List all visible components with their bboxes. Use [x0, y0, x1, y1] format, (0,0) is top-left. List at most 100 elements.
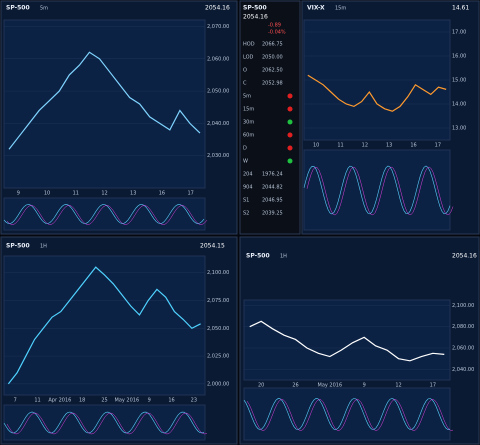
x-tick-label: 12: [362, 143, 368, 149]
price-line: [8, 51, 201, 150]
indicator-pane: [3, 197, 206, 231]
x-tick-label: 17: [187, 191, 193, 197]
y-tick-label: 2,030.00: [207, 153, 229, 159]
watch-label: S1: [243, 198, 249, 204]
watch-label: C: [243, 81, 247, 87]
status-dot: [287, 132, 293, 138]
x-tick-label: 16: [159, 191, 165, 197]
watch-value: 2044.82: [262, 185, 283, 191]
y-tick-label: 2,040.00: [207, 121, 229, 127]
x-tick-label: 18: [79, 398, 85, 404]
y-tick-label: 17.00: [452, 30, 466, 36]
y-tick-label: 2,070.00: [207, 24, 229, 30]
watch-label: O: [243, 68, 247, 74]
oscillator: [306, 166, 454, 216]
plot-area: [3, 19, 206, 189]
oscillator: [3, 204, 205, 224]
interval[interactable]: 1H: [280, 254, 287, 260]
y-tick-label: 2,050.00: [207, 89, 229, 95]
status-dot: [287, 119, 293, 125]
watch-label: 904: [243, 185, 253, 191]
y-tick-label: 16.00: [452, 54, 466, 60]
symbol[interactable]: SP-500: [246, 253, 270, 260]
watch-label: S2: [243, 211, 249, 217]
y-tick-label: 2,000.00: [207, 381, 229, 387]
x-tick-label: 11: [337, 143, 343, 149]
watch-value: 1976.24: [262, 172, 283, 178]
watch-value: 2066.75: [262, 42, 283, 48]
x-tick-label: 9: [17, 191, 20, 197]
indicator-pane: [243, 387, 451, 441]
y-tick-label: 2,100.00: [207, 270, 229, 276]
oscillator: [246, 399, 454, 431]
y-tick-label: 14.00: [452, 102, 466, 108]
oscillator: [243, 398, 451, 430]
last-price: 14.61: [452, 5, 469, 12]
price-line: [7, 266, 201, 385]
plot-area: [243, 299, 451, 381]
last-price: 2054.15: [200, 243, 225, 250]
last-price: 2054.16: [205, 5, 230, 12]
x-tick-label: 13: [130, 191, 136, 197]
y-tick-label: 2,050.00: [207, 326, 229, 332]
y-tick-label: 2,060.00: [207, 56, 229, 62]
symbol[interactable]: VIX-X: [307, 5, 325, 12]
status-dot: [287, 158, 293, 164]
x-tick-label: 13: [386, 143, 392, 149]
watch-frame: [239, 0, 301, 235]
x-tick-label: 10: [313, 143, 319, 149]
x-tick-label: 23: [191, 398, 197, 404]
y-tick-label: 2,075.00: [207, 298, 229, 304]
watch-label: 5m: [243, 94, 251, 100]
price-line: [249, 320, 445, 362]
watch-value: 2062.50: [262, 68, 283, 74]
watch-value: 2050.00: [262, 55, 283, 61]
watch-value: 2052.98: [262, 81, 283, 87]
x-tick-label: 16: [168, 398, 174, 404]
indicator-pane: [303, 149, 451, 231]
x-tick-label: May 2016: [115, 398, 140, 404]
oscillator: [6, 412, 208, 435]
watch-value: 2046.95: [262, 198, 283, 204]
x-tick-label: 17: [435, 143, 441, 149]
x-tick-label: 16: [410, 143, 416, 149]
y-tick-label: 2,080.00: [452, 324, 474, 330]
y-tick-label: 2,040.00: [452, 367, 474, 373]
y-tick-label: 2,060.00: [452, 346, 474, 352]
y-tick-label: 2,100.00: [452, 303, 474, 309]
oscillator: [6, 205, 208, 225]
x-tick-label: Apr 2016: [48, 398, 71, 404]
y-tick-label: 15.00: [452, 78, 466, 84]
x-tick-label: May 2016: [318, 383, 343, 389]
watch-label: W: [243, 159, 248, 165]
x-tick-label: 7: [14, 398, 17, 404]
interval[interactable]: 5m: [40, 6, 48, 12]
x-tick-label: 12: [101, 191, 107, 197]
symbol[interactable]: SP-500: [6, 243, 30, 250]
price-line: [307, 74, 447, 112]
x-tick-label: 12: [395, 383, 401, 389]
watch-label: 15m: [243, 107, 254, 113]
watch-label: 30m: [243, 120, 254, 126]
status-dot: [287, 145, 293, 151]
last-price: 2054.16: [452, 253, 477, 260]
x-tick-label: 9: [148, 398, 151, 404]
interval[interactable]: 1H: [40, 244, 47, 250]
watch-last: 2054.16: [243, 14, 268, 21]
x-tick-label: 20: [258, 383, 264, 389]
symbol[interactable]: SP-500: [6, 5, 30, 12]
watch-symbol: SP-500: [243, 5, 267, 12]
y-tick-label: 13.00: [452, 126, 466, 132]
x-tick-label: 17: [430, 383, 436, 389]
x-tick-label: 9: [363, 383, 366, 389]
status-dot: [287, 106, 293, 112]
x-tick-label: 25: [101, 398, 107, 404]
x-tick-label: 11: [34, 398, 40, 404]
interval[interactable]: 15m: [335, 6, 346, 12]
x-tick-label: 11: [73, 191, 79, 197]
watch-value: 2039.25: [262, 211, 283, 217]
oscillator: [303, 165, 451, 215]
y-tick-label: 2,025.00: [207, 354, 229, 360]
